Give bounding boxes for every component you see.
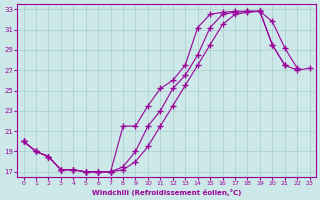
X-axis label: Windchill (Refroidissement éolien,°C): Windchill (Refroidissement éolien,°C) xyxy=(92,189,241,196)
